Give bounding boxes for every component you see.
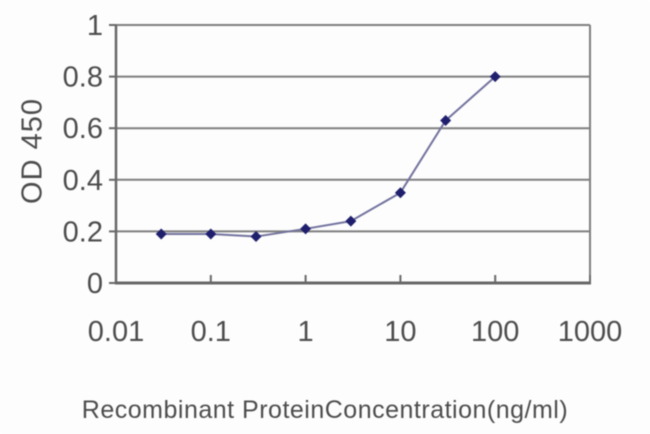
data-point-marker [300, 223, 312, 235]
y-tick-label: 0.4 [63, 165, 103, 197]
y-tick-label: 0.6 [63, 113, 103, 145]
x-tick-label: 1000 [558, 316, 623, 348]
x-tick-label: 10 [384, 316, 416, 348]
data-point-marker [394, 187, 406, 199]
y-tick-label: 0.8 [63, 62, 103, 94]
data-point-marker [345, 215, 357, 227]
series-line [161, 75, 496, 238]
x-axis-title: Recombinant ProteinConcentration(ng/ml) [81, 396, 569, 424]
data-point-marker [489, 71, 501, 83]
data-point-marker [205, 228, 217, 240]
y-tick-label: 0 [87, 268, 103, 300]
y-axis-title: OD 450 [16, 98, 49, 204]
data-point-marker [250, 231, 262, 243]
data-point-marker [440, 114, 452, 126]
x-tick-label: 1 [298, 316, 314, 348]
y-tick-label: 0.2 [63, 216, 103, 248]
data-point-marker [155, 228, 167, 240]
x-tick-label: 100 [471, 316, 519, 348]
y-tick-label: 1 [87, 10, 103, 42]
x-tick-label: 0.01 [88, 316, 144, 348]
x-tick-label: 0.1 [191, 316, 231, 348]
